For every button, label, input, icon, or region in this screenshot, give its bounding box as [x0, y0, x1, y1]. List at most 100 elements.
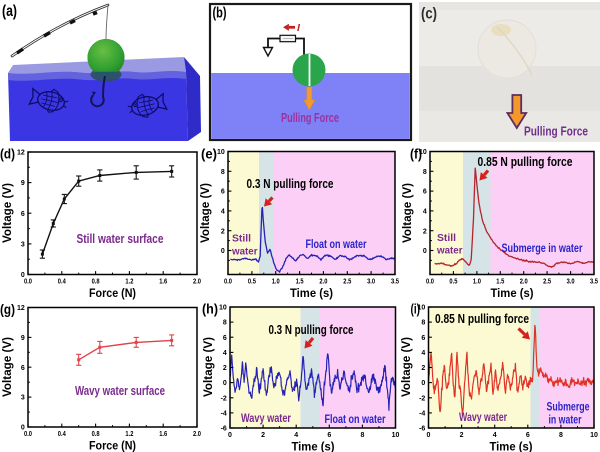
svg-text:Time (s): Time (s): [290, 288, 333, 300]
svg-text:Float on water: Float on water: [325, 412, 386, 426]
svg-text:0.85 N pulling force: 0.85 N pulling force: [478, 155, 573, 169]
svg-text:6: 6: [421, 335, 425, 342]
svg-text:1.6: 1.6: [159, 431, 167, 438]
svg-text:Time (s): Time (s): [292, 442, 335, 452]
svg-text:2.5: 2.5: [343, 279, 351, 286]
svg-text:2: 2: [221, 228, 225, 235]
svg-text:3.0: 3.0: [367, 279, 375, 286]
svg-text:4: 4: [223, 350, 227, 357]
svg-text:2.5: 2.5: [543, 279, 551, 286]
svg-text:3.5: 3.5: [391, 279, 399, 286]
svg-text:10: 10: [217, 149, 225, 156]
svg-text:-2: -2: [221, 395, 227, 402]
svg-text:4: 4: [423, 209, 427, 216]
svg-text:0.8: 0.8: [92, 431, 100, 438]
svg-text:-4: -4: [221, 411, 227, 418]
svg-text:Submerge in water: Submerge in water: [502, 241, 583, 255]
svg-text:Wavy water: Wavy water: [241, 411, 291, 425]
svg-text:(e): (e): [201, 146, 217, 162]
svg-text:0.0: 0.0: [426, 279, 434, 286]
svg-text:8: 8: [360, 432, 364, 439]
svg-text:0.4: 0.4: [58, 279, 66, 286]
svg-text:2.0: 2.0: [319, 279, 327, 286]
svg-text:2.0: 2.0: [193, 431, 201, 438]
svg-text:Voltage (V): Voltage (V): [402, 183, 414, 243]
svg-text:8: 8: [421, 320, 425, 327]
svg-text:1.0: 1.0: [473, 279, 481, 286]
svg-text:Voltage (V): Voltage (V): [401, 337, 413, 397]
svg-text:(h): (h): [202, 301, 218, 317]
svg-text:10: 10: [418, 305, 426, 312]
svg-text:Wavy water: Wavy water: [459, 410, 507, 424]
svg-text:3.5: 3.5: [590, 279, 598, 286]
svg-text:1.5: 1.5: [496, 279, 504, 286]
svg-text:8: 8: [223, 320, 227, 327]
svg-text:0.0: 0.0: [24, 279, 32, 286]
svg-text:3.0: 3.0: [567, 279, 575, 286]
svg-text:1.2: 1.2: [125, 279, 133, 286]
svg-text:0.0: 0.0: [224, 279, 232, 286]
svg-text:(d): (d): [0, 146, 15, 162]
svg-text:6: 6: [423, 189, 427, 196]
svg-text:I: I: [297, 22, 301, 34]
svg-text:4: 4: [294, 432, 298, 439]
svg-text:8: 8: [423, 169, 427, 176]
svg-text:6: 6: [21, 211, 25, 218]
svg-text:Pulling Force: Pulling Force: [524, 125, 588, 139]
svg-text:2.0: 2.0: [193, 279, 201, 286]
svg-text:2: 2: [223, 365, 227, 372]
svg-text:8: 8: [221, 169, 225, 176]
svg-text:2: 2: [460, 432, 464, 439]
svg-text:10: 10: [219, 305, 227, 312]
svg-text:(c): (c): [421, 6, 437, 23]
svg-text:Time (s): Time (s): [490, 442, 533, 452]
svg-text:Voltage (V): Voltage (V): [203, 337, 215, 397]
svg-text:Pulling Force: Pulling Force: [281, 111, 339, 125]
svg-text:12: 12: [17, 150, 25, 157]
svg-text:Still: Still: [232, 233, 251, 245]
svg-text:0: 0: [21, 425, 25, 432]
svg-text:10: 10: [392, 432, 400, 439]
svg-text:8: 8: [559, 432, 563, 439]
svg-text:Wavy water surface: Wavy water surface: [75, 384, 165, 398]
svg-text:0: 0: [223, 380, 227, 387]
svg-text:(a): (a): [2, 3, 17, 20]
svg-text:Force (N): Force (N): [89, 441, 136, 452]
svg-text:12: 12: [17, 305, 25, 312]
svg-text:1.6: 1.6: [159, 279, 167, 286]
svg-text:3: 3: [21, 242, 25, 249]
svg-text:6: 6: [21, 365, 25, 372]
svg-text:10: 10: [419, 149, 427, 156]
svg-text:0: 0: [228, 432, 232, 439]
svg-text:9: 9: [21, 335, 25, 342]
svg-text:(g): (g): [0, 301, 15, 317]
svg-text:-2: -2: [419, 395, 425, 402]
svg-text:6: 6: [223, 335, 227, 342]
svg-text:3: 3: [21, 395, 25, 402]
svg-text:water: water: [436, 245, 462, 257]
svg-text:2: 2: [421, 365, 425, 372]
svg-text:4: 4: [421, 350, 425, 357]
svg-text:0.8: 0.8: [92, 279, 100, 286]
svg-text:(i): (i): [411, 301, 421, 317]
svg-text:0.3 N pulling force: 0.3 N pulling force: [247, 177, 334, 191]
svg-text:0.5: 0.5: [248, 279, 256, 286]
svg-text:0.5: 0.5: [449, 279, 457, 286]
svg-text:6: 6: [327, 432, 331, 439]
svg-text:-4: -4: [419, 411, 425, 418]
svg-text:6: 6: [221, 189, 225, 196]
svg-text:(b): (b): [213, 5, 227, 22]
svg-text:2.0: 2.0: [520, 279, 528, 286]
svg-text:9: 9: [21, 180, 25, 187]
svg-text:Force (N): Force (N): [89, 288, 136, 300]
svg-text:0: 0: [21, 272, 25, 279]
svg-text:(f): (f): [410, 146, 422, 162]
svg-text:Voltage (V): Voltage (V): [200, 183, 212, 243]
svg-text:10: 10: [590, 432, 598, 439]
svg-text:Time (s): Time (s): [491, 288, 534, 300]
svg-text:in water: in water: [549, 413, 582, 427]
svg-text:1.5: 1.5: [296, 279, 304, 286]
svg-text:Still water surface: Still water surface: [77, 232, 164, 246]
svg-text:0.0: 0.0: [24, 431, 32, 438]
svg-text:Submerge: Submerge: [547, 400, 590, 414]
